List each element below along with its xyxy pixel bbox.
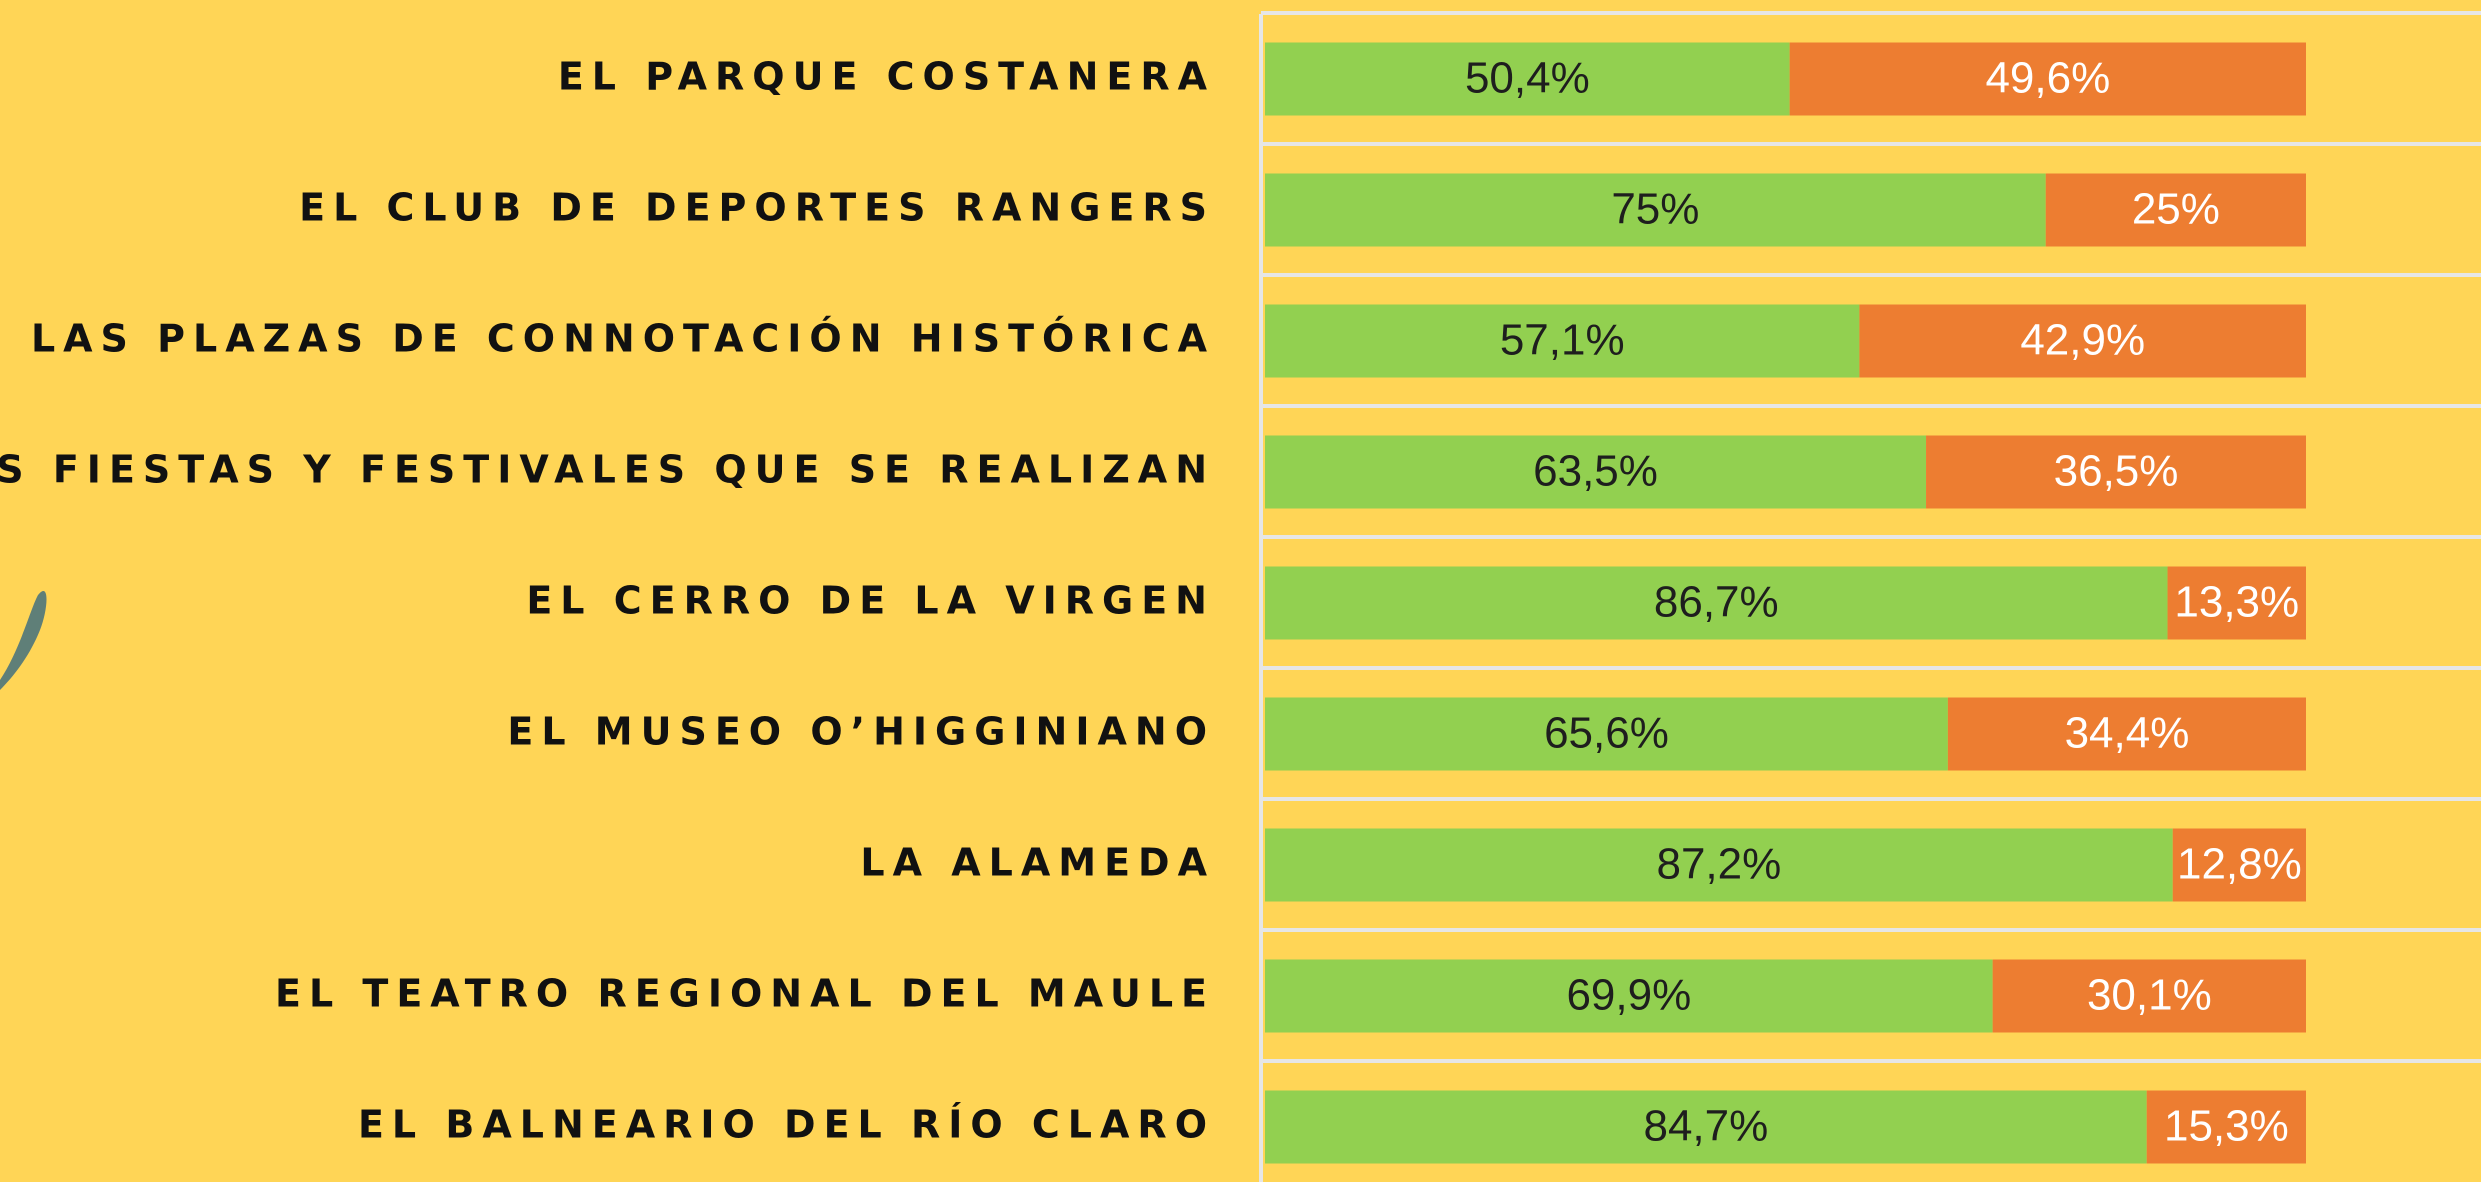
value-label: 13,3% (2174, 578, 2299, 627)
category-label: EL PARQUE COSTANERA (558, 55, 1215, 99)
value-label: 15,3% (2164, 1102, 2289, 1151)
value-label: 49,6% (1985, 54, 2110, 103)
category-label: LAS FIESTAS Y FESTIVALES QUE SE REALIZAN (0, 448, 1215, 492)
value-label: 25% (2132, 185, 2220, 234)
value-label: 65,6% (1544, 709, 1669, 758)
value-label: 50,4% (1465, 54, 1590, 103)
category-label: EL TEATRO REGIONAL DEL MAULE (275, 972, 1215, 1016)
category-label: EL BALNEARIO DEL RÍO CLARO (358, 1103, 1215, 1147)
value-label: 30,1% (2087, 971, 2212, 1020)
value-label: 84,7% (1643, 1102, 1768, 1151)
value-label: 34,4% (2065, 709, 2190, 758)
chart: EL PARQUE COSTANERA 50,4% 49,6% EL CLUB DE … (0, 0, 2481, 1182)
category-label: LAS PLAZAS DE CONNOTACIÓN HISTÓRICA (31, 317, 1215, 361)
category-label: EL CERRO DE LA VIRGEN (526, 579, 1215, 623)
category-label: EL MUSEO O’HIGGINIANO (507, 710, 1215, 754)
value-label: 36,5% (2054, 447, 2179, 496)
value-label: 42,9% (2020, 316, 2145, 365)
value-label: 12,8% (2177, 840, 2302, 889)
page: EL PARQUE COSTANERA 50,4% 49,6% EL CLUB DE … (0, 0, 2481, 1182)
value-label: 69,9% (1566, 971, 1691, 1020)
value-label: 75% (1611, 185, 1699, 234)
value-label: 63,5% (1533, 447, 1658, 496)
category-label: EL CLUB DE DEPORTES RANGERS (299, 186, 1215, 230)
value-label: 87,2% (1656, 840, 1781, 889)
value-label: 57,1% (1500, 316, 1625, 365)
category-label: LA ALAMEDA (860, 841, 1215, 885)
value-label: 86,7% (1654, 578, 1779, 627)
